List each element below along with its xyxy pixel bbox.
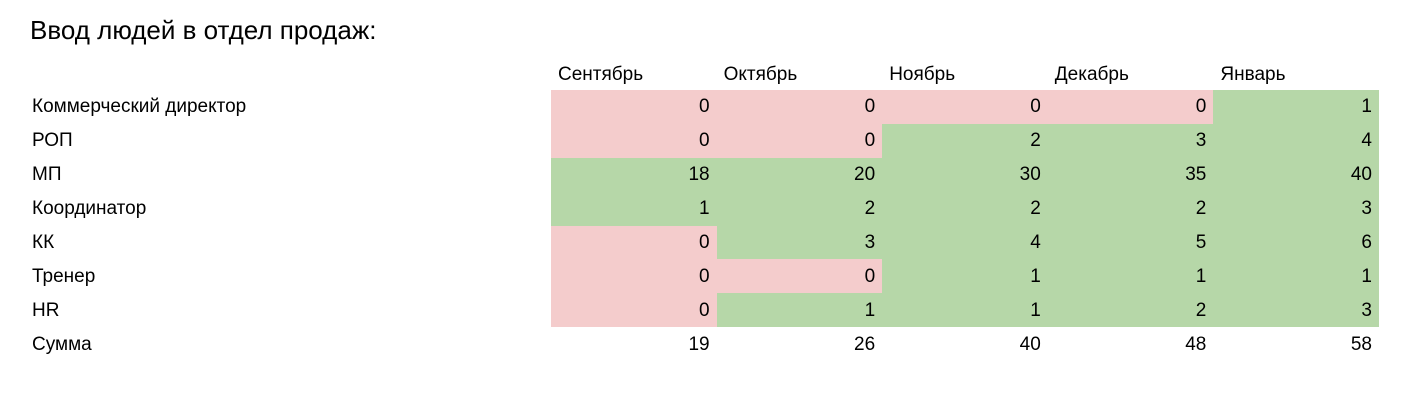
value-cell[interactable]: 2 [882,191,1048,226]
value-cell[interactable]: 4 [882,225,1048,260]
value-cell[interactable]: 0 [551,293,717,328]
page-title: Ввод людей в отдел продаж: [30,15,377,45]
value-cell[interactable]: 1 [1213,90,1379,124]
value-cell[interactable]: 0 [1047,90,1214,124]
value-cell[interactable]: 19 [688,333,710,355]
value-cell[interactable]: 40 [1213,157,1379,192]
value-cell[interactable]: 0 [551,259,717,294]
value-cell[interactable]: 4 [1213,123,1379,158]
value-cell[interactable]: 0 [882,90,1048,124]
value-cell[interactable]: 1 [882,293,1048,328]
value-cell[interactable]: 1 [1213,259,1379,294]
value-cell[interactable]: 3 [1213,191,1379,226]
value-cell[interactable]: 48 [1185,333,1207,355]
value-cell[interactable]: 20 [716,157,883,192]
value-cell[interactable]: 35 [1047,157,1214,192]
row-label[interactable]: КК [32,232,55,253]
row-label[interactable]: РОП [32,130,73,152]
value-cell[interactable]: 2 [716,191,883,226]
value-cell[interactable]: 3 [1213,293,1379,328]
value-cell[interactable]: 0 [716,90,883,124]
value-cell[interactable]: 3 [716,225,883,260]
row-label[interactable]: МП [32,164,62,186]
onboarding-table: Сентябрь Октябрь Ноябрь Декабрь Январь Коммер… [30,58,1379,361]
value-cell[interactable]: 0 [551,90,717,124]
value-cell[interactable]: 1 [882,259,1048,294]
value-cell[interactable]: 2 [1047,191,1214,226]
value-cell[interactable]: 40 [1019,333,1041,355]
value-cell[interactable]: 2 [882,123,1048,158]
value-cell[interactable]: 5 [1047,225,1214,260]
column-header-month[interactable]: Ноябрь [889,63,956,85]
value-cell[interactable]: 26 [854,333,876,355]
value-cell[interactable]: 1 [551,191,717,226]
value-cell[interactable]: 2 [1047,293,1214,328]
value-cell[interactable]: 1 [716,293,883,328]
column-header-month[interactable]: Январь [1220,63,1286,85]
value-cell[interactable]: 18 [551,157,717,192]
column-header-month[interactable]: Декабрь [1054,63,1129,85]
row-label[interactable]: HR [32,299,60,321]
row-label[interactable]: Координатор [32,198,147,220]
row-label[interactable]: Тренер [32,265,96,287]
column-header-month[interactable]: Октябрь [723,63,798,85]
row-label[interactable]: Сумма [32,333,92,355]
value-cell[interactable]: 30 [882,157,1048,192]
value-cell[interactable]: 0 [551,123,717,158]
row-label[interactable]: Коммерческий директор [32,96,247,118]
value-cell[interactable]: 3 [1047,123,1214,158]
value-cell[interactable]: 6 [1213,225,1379,260]
value-cell[interactable]: 0 [716,259,883,294]
value-cell[interactable]: 0 [551,225,717,260]
column-header-month[interactable]: Сентябрь [558,63,644,85]
value-cell[interactable]: 1 [1047,259,1214,294]
value-cell[interactable]: 0 [716,123,883,158]
value-cell[interactable]: 58 [1350,333,1372,355]
corner-cell[interactable] [30,58,551,90]
